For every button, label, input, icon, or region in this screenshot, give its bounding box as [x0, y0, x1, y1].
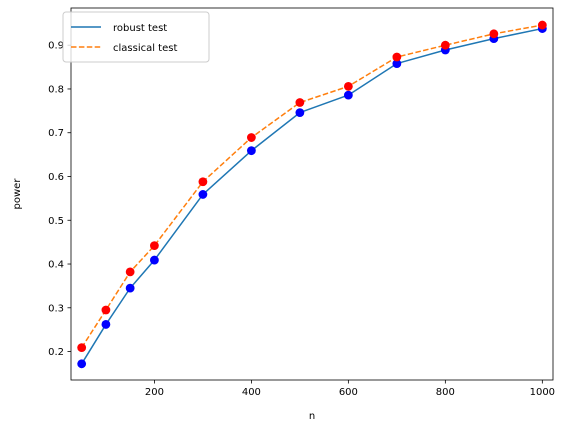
y-tick-label: 0.2 [48, 347, 64, 358]
data-point-s1-1 [101, 305, 111, 315]
data-point-s0-1 [101, 320, 111, 329]
legend-box [62, 11, 210, 63]
series-line-1 [81, 24, 543, 349]
legend-label-classical: classical test [113, 43, 177, 54]
marks-layer [77, 20, 547, 369]
y-tick-label: 0.6 [48, 172, 64, 183]
data-point-s1-8 [392, 52, 402, 62]
plot-frame [70, 7, 554, 381]
data-point-s0-6 [295, 108, 305, 117]
x-tick-label: 1000 [530, 387, 555, 398]
data-point-s1-0 [77, 343, 87, 353]
data-point-s0-4 [198, 190, 208, 199]
data-point-s1-7 [343, 81, 353, 91]
y-tick-label: 0.4 [48, 260, 64, 271]
x-tick-label: 200 [145, 387, 164, 398]
y-axis-label: power [12, 178, 23, 210]
x-tick-label: 800 [436, 387, 455, 398]
y-tick-label: 0.7 [48, 128, 64, 139]
data-point-s1-5 [246, 133, 256, 142]
series-line-0 [81, 27, 543, 365]
x-tick-label: 400 [242, 387, 261, 398]
y-tick-label: 0.9 [48, 41, 64, 52]
data-point-s0-3 [150, 255, 159, 265]
data-point-s1-9 [440, 40, 450, 50]
y-tick-label: 0.5 [48, 216, 64, 227]
data-point-s0-0 [77, 359, 87, 369]
y-tick-label: 0.3 [48, 303, 64, 314]
data-point-s1-3 [150, 241, 159, 251]
data-point-s1-6 [295, 98, 305, 107]
data-point-s0-2 [125, 283, 135, 293]
x-tick-label: 600 [339, 387, 358, 398]
data-point-s1-10 [489, 29, 499, 39]
x-axis-label: n [309, 411, 315, 422]
data-point-s1-11 [537, 20, 547, 30]
data-point-s0-7 [343, 90, 353, 100]
y-tick-label: 0.8 [48, 84, 64, 95]
data-point-s0-8 [392, 59, 402, 68]
data-point-s0-5 [246, 146, 256, 156]
data-point-s1-4 [198, 177, 208, 187]
legend: robust test classical test [62, 11, 210, 63]
data-point-s1-2 [125, 267, 135, 277]
legend-label-robust: robust test [113, 23, 167, 34]
ticks-layer: 200 400 600 800 1000 0.2 0.3 0.4 0.5 0.6 0.7 0.8 0.9 [48, 41, 555, 398]
